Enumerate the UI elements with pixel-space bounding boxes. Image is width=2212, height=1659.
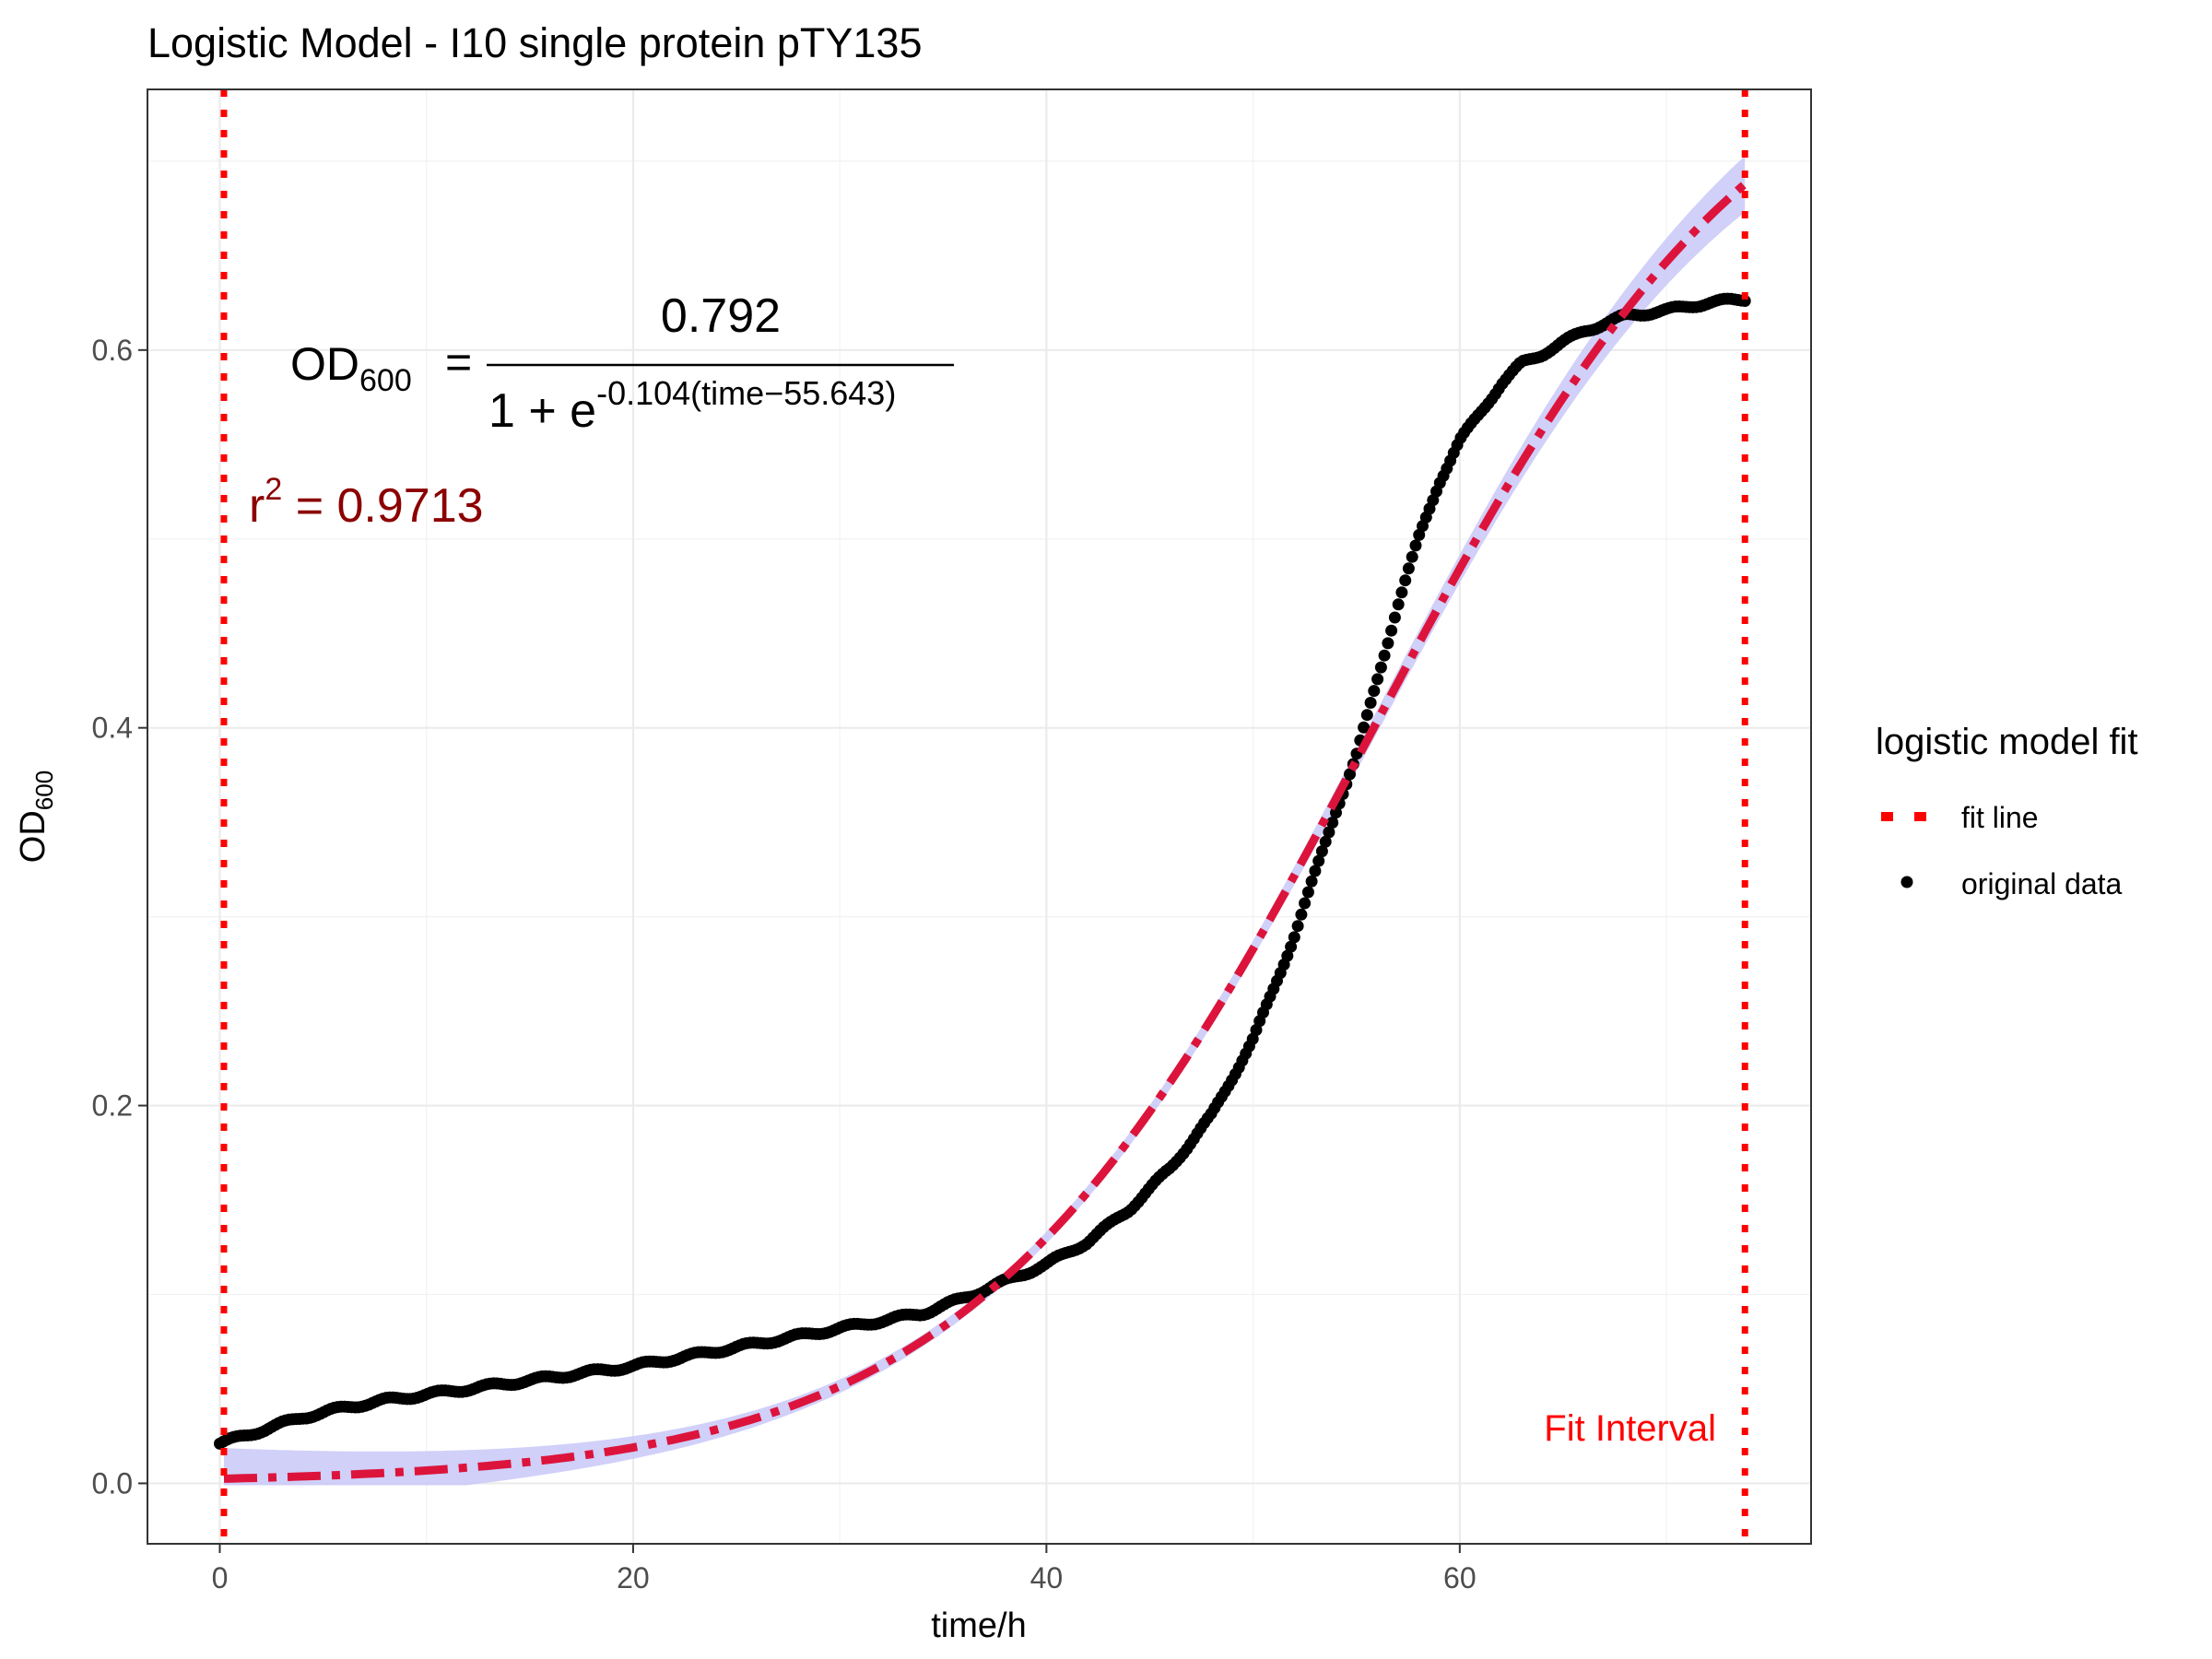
- y-axis-label-sub: 600: [30, 771, 58, 810]
- equation-lhs-main: OD: [290, 338, 359, 390]
- equation-denominator-exponent: -0.104(time−55.643): [596, 374, 896, 412]
- r-squared-annotation: r2 = 0.9713: [249, 472, 484, 533]
- r-squared-value: 0.9713: [337, 479, 484, 533]
- x-tick-label: 60: [1443, 1561, 1477, 1594]
- y-tick-label: 0.2: [92, 1089, 133, 1123]
- data-point: [1378, 649, 1391, 662]
- y-axis-label-main: OD: [14, 810, 53, 863]
- r-squared-equals: =: [282, 479, 336, 533]
- fit-line: [223, 181, 1748, 1483]
- data-point: [1364, 697, 1377, 709]
- data-point: [1382, 637, 1394, 650]
- data-point: [1358, 721, 1371, 734]
- legend-label-original-data: original data: [1961, 867, 2123, 900]
- data-point: [1360, 709, 1373, 722]
- data-point: [1371, 673, 1384, 686]
- equation-lhs-sub: 600: [359, 363, 412, 398]
- x-axis-ticks: 0 20 40 60: [212, 1544, 1477, 1594]
- data-point: [1291, 920, 1304, 933]
- data-point: [1392, 598, 1405, 611]
- data-point: [1285, 940, 1298, 953]
- equation-denominator-base: 1 + e: [488, 384, 596, 438]
- data-point: [1388, 611, 1401, 624]
- data-point: [1312, 854, 1325, 867]
- data-point: [1319, 835, 1332, 848]
- x-tick-label: 40: [1030, 1561, 1064, 1594]
- data-point: [1399, 574, 1412, 587]
- y-axis-ticks: 0.0 0.2 0.4 0.6: [92, 334, 147, 1500]
- r-squared-power: 2: [265, 472, 282, 507]
- y-tick-label: 0.6: [92, 334, 133, 367]
- data-point: [1344, 768, 1356, 781]
- x-axis-label: time/h: [931, 1606, 1026, 1645]
- equation-numerator: 0.792: [661, 289, 781, 343]
- data-point: [1368, 685, 1381, 698]
- data-point: [1305, 875, 1318, 888]
- data-point: [1385, 624, 1398, 637]
- equation-annotation: OD600 = 0.792 1 + e-0.104(time−55.643): [290, 289, 954, 438]
- data-point: [1326, 817, 1339, 829]
- data-point: [1409, 539, 1422, 552]
- equation-lhs: OD600: [290, 338, 412, 398]
- y-tick-label: 0.4: [92, 712, 133, 745]
- equation-equals: =: [445, 336, 472, 388]
- y-tick-label: 0.0: [92, 1466, 133, 1500]
- data-point: [1402, 562, 1415, 575]
- legend-label-fit-line: fit line: [1961, 801, 2039, 834]
- data-point: [1301, 886, 1314, 899]
- data-point: [1395, 586, 1408, 599]
- data-point: [1281, 949, 1294, 962]
- data-point: [1323, 826, 1335, 839]
- data-point: [1299, 897, 1312, 910]
- y-axis-label: OD600: [14, 771, 58, 863]
- r-squared-label: r: [249, 479, 265, 533]
- data-point: [1406, 550, 1418, 563]
- equation-denominator: 1 + e-0.104(time−55.643): [488, 374, 896, 438]
- x-tick-label: 20: [617, 1561, 650, 1594]
- legend: logistic model fit fit line original dat…: [1876, 722, 2138, 900]
- data-point: [1295, 908, 1308, 921]
- fit-line-path: [223, 181, 1748, 1483]
- data-point: [1246, 1032, 1259, 1045]
- data-point: [1374, 661, 1387, 674]
- panel-border: [147, 88, 1812, 1545]
- x-tick-label: 0: [212, 1561, 229, 1594]
- plot-panel: [147, 88, 1812, 1545]
- gridlines: [147, 89, 1811, 1544]
- legend-key-original-data: [1900, 876, 1913, 888]
- data-point: [1288, 931, 1300, 944]
- data-point: [1309, 865, 1322, 877]
- panel-background: [147, 89, 1811, 1544]
- chart-title: Logistic Model - I10 single protein pTY1…: [147, 19, 922, 66]
- original-data-points: [214, 292, 1751, 1450]
- legend-title: logistic model fit: [1876, 722, 2138, 762]
- data-point: [1315, 845, 1328, 858]
- fit-interval-label: Fit Interval: [1544, 1408, 1716, 1449]
